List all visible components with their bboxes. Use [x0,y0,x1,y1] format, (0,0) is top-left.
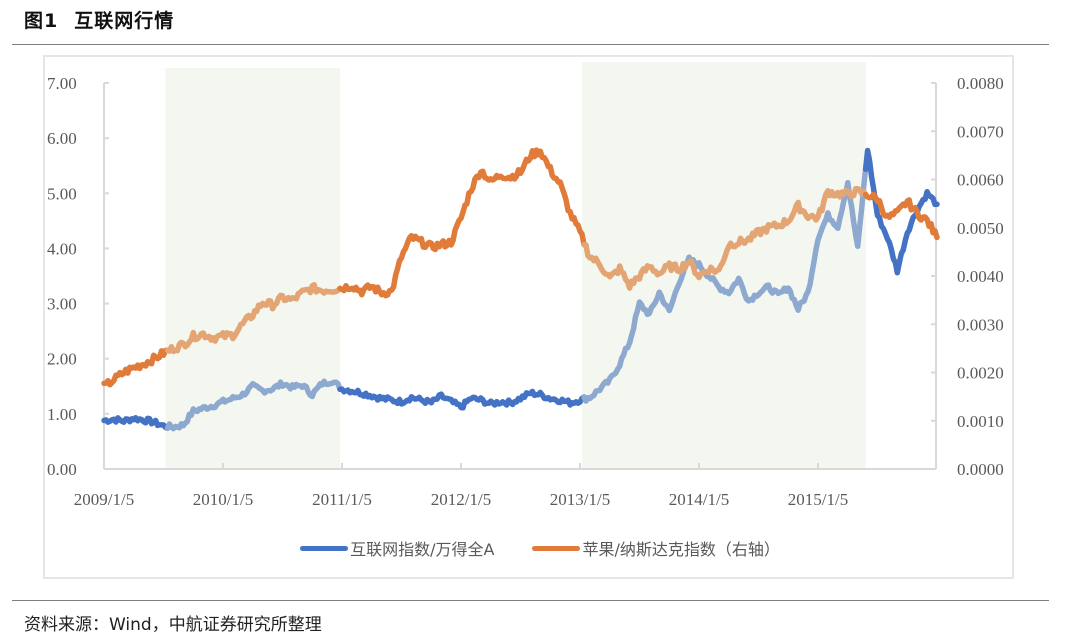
legend-item-apple-nasdaq: 苹果/纳斯达克指数（右轴） [532,536,780,560]
x-tick-label: 2012/1/5 [431,490,491,509]
bottom-divider [12,600,1049,601]
x-tick-label: 2009/1/5 [74,490,134,509]
y-right-tick-label: 0.0020 [957,364,1004,383]
legend-swatch-blue [300,545,349,551]
y-right-tick-label: 0.0060 [957,171,1004,190]
internet-index-line [862,147,940,276]
axes [103,82,937,470]
x-tick-label: 2015/1/5 [788,490,848,509]
y-left-tick-label: 5.00 [47,184,77,203]
y-left-tick-label: 1.00 [47,405,77,424]
x-tick-label: 2011/1/5 [312,490,372,509]
source-note: 资料来源：Wind，中航证券研究所整理 [24,615,322,635]
y-right-tick-label: 0.0080 [957,74,1004,93]
legend-label: 互联网指数/万得全A [350,540,495,559]
apple-nasdaq-line [581,185,869,291]
y-left-tick-label: 4.00 [47,239,77,258]
y-left-tick-label: 7.00 [47,74,77,93]
top-divider [12,44,1049,45]
shaded-periods [165,62,866,469]
internet-index-line [337,386,587,411]
y-right-tick-label: 0.0070 [957,122,1004,141]
figure-title: 图1 互联网行情 [24,6,174,33]
x-tick-label: 2014/1/5 [669,490,729,509]
y-left-tick-label: 3.00 [47,295,77,314]
internet-index-line [581,166,869,404]
y-left-tick-label: 6.00 [47,129,77,148]
tick-labels: 0.00 1.00 2.00 3.00 4.00 5.00 6.00 7.00 0.0000 0.… [47,74,1004,509]
series-lines [101,147,940,432]
legend-label: 苹果/纳斯达克指数（右轴） [582,540,780,559]
legend: 互联网指数/万得全A 苹果/纳斯达克指数（右轴） [0,536,1080,560]
y-right-tick-label: 0.0040 [957,267,1004,286]
y-left-tick-label: 0.00 [47,460,77,479]
y-right-tick-label: 0.0050 [957,219,1004,238]
apple-nasdaq-line [337,147,587,299]
figure-number: 图1 [24,10,59,32]
internet-index-line [164,378,343,432]
internet-index-line [101,414,171,431]
figure-title-text: 互联网行情 [74,10,175,32]
y-left-tick-label: 2.00 [47,350,77,369]
chart-frame [43,55,1014,579]
apple-nasdaq-line [164,282,343,355]
x-tick-label: 2013/1/5 [550,490,610,509]
y-right-tick-label: 0.0000 [957,460,1004,479]
y-right-tick-label: 0.0030 [957,315,1004,334]
shaded-period [165,68,340,469]
apple-nasdaq-line [101,347,171,388]
y-right-tick-label: 0.0010 [957,412,1004,431]
x-tick-label: 2010/1/5 [193,490,253,509]
legend-item-internet-index: 互联网指数/万得全A [300,536,494,560]
legend-swatch-orange [532,545,581,551]
apple-nasdaq-line [862,191,940,241]
